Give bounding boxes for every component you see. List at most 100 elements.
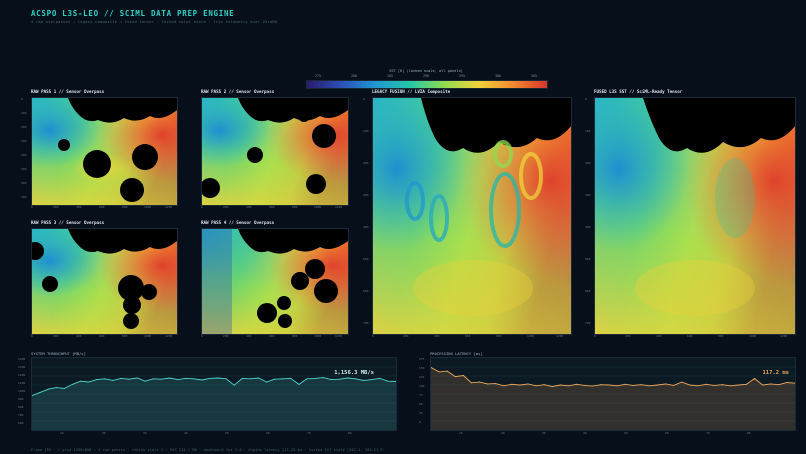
legacy-fusion-xaxis: 0 200 400 600 800 1000 1200: [372, 334, 564, 338]
raw-pass-1-map: [31, 97, 178, 206]
throughput-point: [88, 381, 90, 383]
latency-point: [778, 384, 780, 386]
latency-point: [616, 385, 618, 387]
latency-point: [519, 384, 521, 386]
throughput-point: [266, 381, 268, 383]
latency-point: [737, 384, 739, 386]
throughput-yaxis: 1400 1300 1200 1100 1000 900 800 700 600: [18, 357, 26, 425]
colorbar-tick: 275: [315, 74, 321, 78]
fused-sst-map: [594, 97, 796, 335]
latency-point: [535, 385, 537, 387]
latency-point: [462, 375, 464, 377]
latency-point: [673, 384, 675, 386]
latency-point: [681, 381, 683, 383]
latency-point: [527, 383, 529, 385]
throughput-point: [217, 377, 219, 379]
raw-pass-1-yaxis: 0 100 200 300 400 500 600 700: [21, 97, 27, 199]
throughput-point: [31, 395, 33, 397]
throughput-point: [338, 378, 340, 380]
throughput-point: [177, 379, 179, 381]
fused-sst-xaxis: 0 200 400 600 800 1000 1200: [594, 334, 788, 338]
throughput-point: [96, 379, 98, 381]
throughput-point: [282, 378, 284, 380]
throughput-point: [209, 377, 211, 379]
latency-line: [430, 367, 796, 387]
throughput-point: [298, 383, 300, 385]
throughput-point: [160, 378, 162, 380]
latency-point: [495, 383, 497, 385]
latency-point: [632, 384, 634, 386]
app-title: ACSPO L3S-LEO // SCIML DATA PREP ENGINE: [31, 9, 235, 18]
throughput-point: [233, 384, 235, 386]
legacy-fusion-title: LEGACY FUSION // LVZA Composite: [372, 89, 451, 94]
latency-plot: [430, 366, 796, 430]
fused-sst-title: FUSED L3S SST // SciML-Ready Tensor: [594, 89, 683, 94]
throughput-point: [55, 387, 57, 389]
latency-point: [576, 383, 578, 385]
status-footer: Frame 159 · 1 grid 1200×800 · 4 raw pass…: [31, 448, 383, 452]
colorbar-tick: 290: [423, 74, 429, 78]
raw-pass-4-map: [201, 228, 349, 335]
latency-yaxis: 175 150 125 100 75 50 25 0: [419, 357, 425, 424]
latency-readout: 117.2 ms: [762, 370, 790, 376]
throughput-point: [249, 378, 251, 380]
throughput-point: [152, 378, 154, 380]
throughput-point: [241, 377, 243, 379]
throughput-point: [201, 379, 203, 381]
raw-pass-3-map: [31, 228, 178, 335]
latency-point: [543, 384, 545, 386]
latency-point: [762, 384, 764, 386]
throughput-point: [136, 377, 138, 379]
throughput-point: [80, 380, 82, 382]
throughput-point: [274, 378, 276, 380]
throughput-point: [363, 379, 365, 381]
throughput-point: [355, 378, 357, 380]
throughput-point: [225, 378, 227, 380]
throughput-line: [31, 377, 397, 397]
latency-point: [551, 386, 553, 388]
throughput-point: [104, 378, 106, 380]
latency-point: [729, 385, 731, 387]
raw-pass-2-title: RAW PASS 2 // Sensor Overpass: [201, 89, 275, 94]
fused-sst-yaxis: 0 100 200 300 400 500 600 700: [585, 97, 591, 325]
raw-pass-3-xaxis: 0 200 400 600 800 1000 1200: [31, 334, 173, 338]
throughput-point: [193, 378, 195, 380]
latency-point: [656, 384, 658, 386]
latency-point: [438, 371, 440, 373]
latency-point: [584, 384, 586, 386]
throughput-point: [112, 379, 114, 381]
latency-point: [454, 376, 456, 378]
throughput-point: [169, 377, 171, 379]
latency-point: [770, 383, 772, 385]
colorbar-label: SST [K] (locked scale, all panels): [389, 69, 463, 73]
raw-pass-2-xaxis: 0 200 400 600 800 1000 1200: [201, 205, 343, 209]
app-subtitle: 4 raw overpasses → legacy composite → fu…: [31, 20, 278, 24]
throughput-plot: [31, 366, 397, 430]
throughput-point: [387, 380, 389, 382]
latency-point: [689, 384, 691, 386]
throughput-point: [144, 380, 146, 382]
throughput-point: [39, 391, 41, 393]
throughput-point: [330, 379, 332, 381]
throughput-point: [185, 377, 187, 379]
latency-point: [559, 384, 561, 386]
throughput-point: [71, 383, 73, 385]
throughput-point: [290, 377, 292, 379]
throughput-chart: 1,156.3 MB/s: [31, 357, 397, 431]
latency-point: [600, 384, 602, 386]
colorbar-tick: 305: [531, 74, 537, 78]
throughput-point: [306, 378, 308, 380]
legacy-fusion-yaxis: 0 100 200 300 400 500 600 700: [363, 97, 369, 325]
latency-point: [713, 384, 715, 386]
latency-point: [705, 383, 707, 385]
latency-point: [487, 383, 489, 385]
throughput-point: [346, 377, 348, 379]
latency-point: [648, 385, 650, 387]
latency-point: [470, 382, 472, 384]
latency-point: [624, 383, 626, 385]
latency-point: [430, 366, 432, 368]
raw-pass-2-map: [201, 97, 349, 206]
throughput-area: [32, 377, 396, 430]
throughput-readout: 1,156.3 MB/s: [334, 370, 374, 376]
colorbar-tick: 300: [495, 74, 501, 78]
